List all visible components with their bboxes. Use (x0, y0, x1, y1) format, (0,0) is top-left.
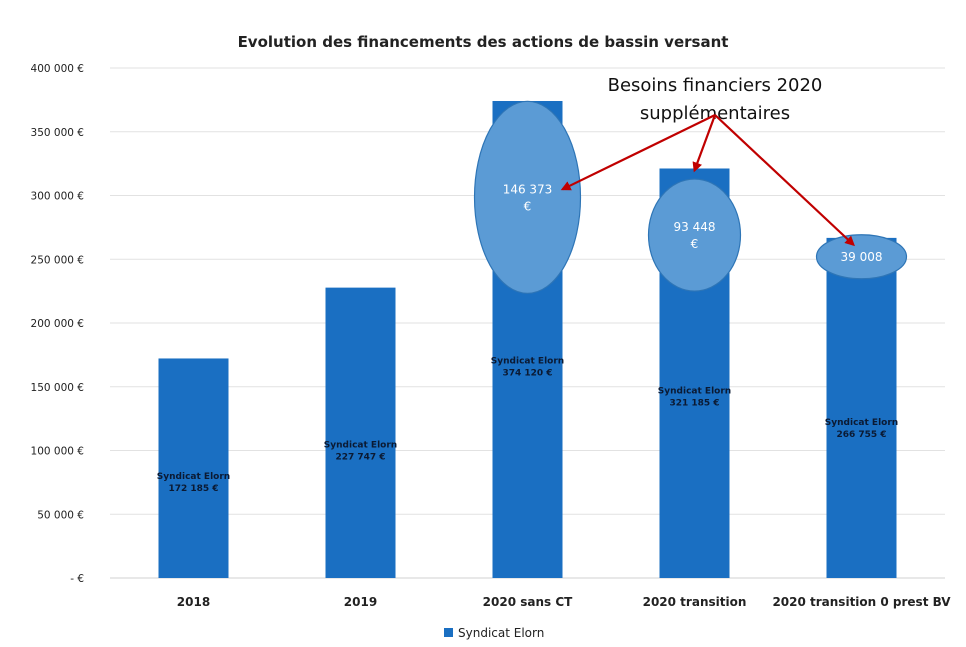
annotation-arrow (692, 114, 717, 173)
y-tick-label: 50 000 € (37, 509, 84, 521)
extra-needs-bubbles: 146 373 €93 448 €39 008 (473, 100, 908, 294)
x-axis-tick-labels: 2018 2019 2020 sans CT 2020 transition 2020 … (177, 595, 951, 609)
bar-data-label: 172 185 € (168, 484, 218, 494)
chart-title: Evolution des financements des actions d… (238, 33, 729, 51)
y-tick-label: 300 000 € (31, 191, 84, 203)
extra-need-value: 146 373 (503, 182, 553, 196)
bar-data-label: Syndicat Elorn (825, 418, 898, 428)
y-tick-label: 400 000 € (31, 63, 84, 75)
bar-data-label: 266 755 € (836, 430, 886, 440)
annotation: Besoins financiers 2020 supplémentaires (560, 75, 855, 247)
extra-need-value: 39 008 (841, 250, 883, 264)
extra-need-bubble (815, 234, 908, 280)
y-tick-label: 150 000 € (31, 382, 84, 394)
bar-data-label: 321 185 € (669, 399, 719, 409)
y-tick-label: 250 000 € (31, 254, 84, 266)
annotation-arrow (714, 114, 855, 247)
extra-need-value: € (524, 199, 532, 213)
extra-need-bubble (473, 100, 582, 294)
y-tick-label: 200 000 € (31, 318, 84, 330)
bar (325, 287, 396, 578)
bar-data-labels: Syndicat Elorn 172 185 € Syndicat Elorn 227… (157, 356, 898, 494)
y-axis-tick-labels: - € 50 000 € 100 000 € 150 000 € 200 000 € 25… (31, 63, 84, 585)
bar-data-label: Syndicat Elorn (324, 440, 397, 450)
annotation-arrow (560, 114, 716, 191)
x-tick-label: 2020 transition 0 prest BV (772, 595, 951, 609)
legend: Syndicat Elorn (444, 626, 544, 640)
extra-need-value: € (691, 237, 699, 251)
bars (158, 100, 897, 578)
bar (158, 358, 229, 578)
legend-swatch (444, 628, 453, 637)
extra-need-bubble (647, 178, 742, 292)
x-tick-label: 2020 sans CT (483, 595, 573, 609)
extra-need-value: 93 448 (674, 220, 716, 234)
annotation-text: Besoins financiers 2020 (608, 75, 823, 96)
bar-data-label: 374 120 € (502, 368, 552, 378)
bar-data-label: Syndicat Elorn (157, 472, 230, 482)
y-tick-label: - € (70, 573, 84, 585)
y-tick-label: 100 000 € (31, 446, 84, 458)
legend-label: Syndicat Elorn (458, 626, 544, 640)
y-tick-label: 350 000 € (31, 127, 84, 139)
x-tick-label: 2020 transition (643, 595, 747, 609)
bar-data-label: 227 747 € (335, 452, 385, 462)
bar-data-label: Syndicat Elorn (658, 387, 731, 397)
bar (826, 237, 897, 578)
annotation-text: supplémentaires (640, 103, 790, 124)
x-tick-label: 2019 (344, 595, 377, 609)
x-tick-label: 2018 (177, 595, 210, 609)
bar-data-label: Syndicat Elorn (491, 356, 564, 366)
